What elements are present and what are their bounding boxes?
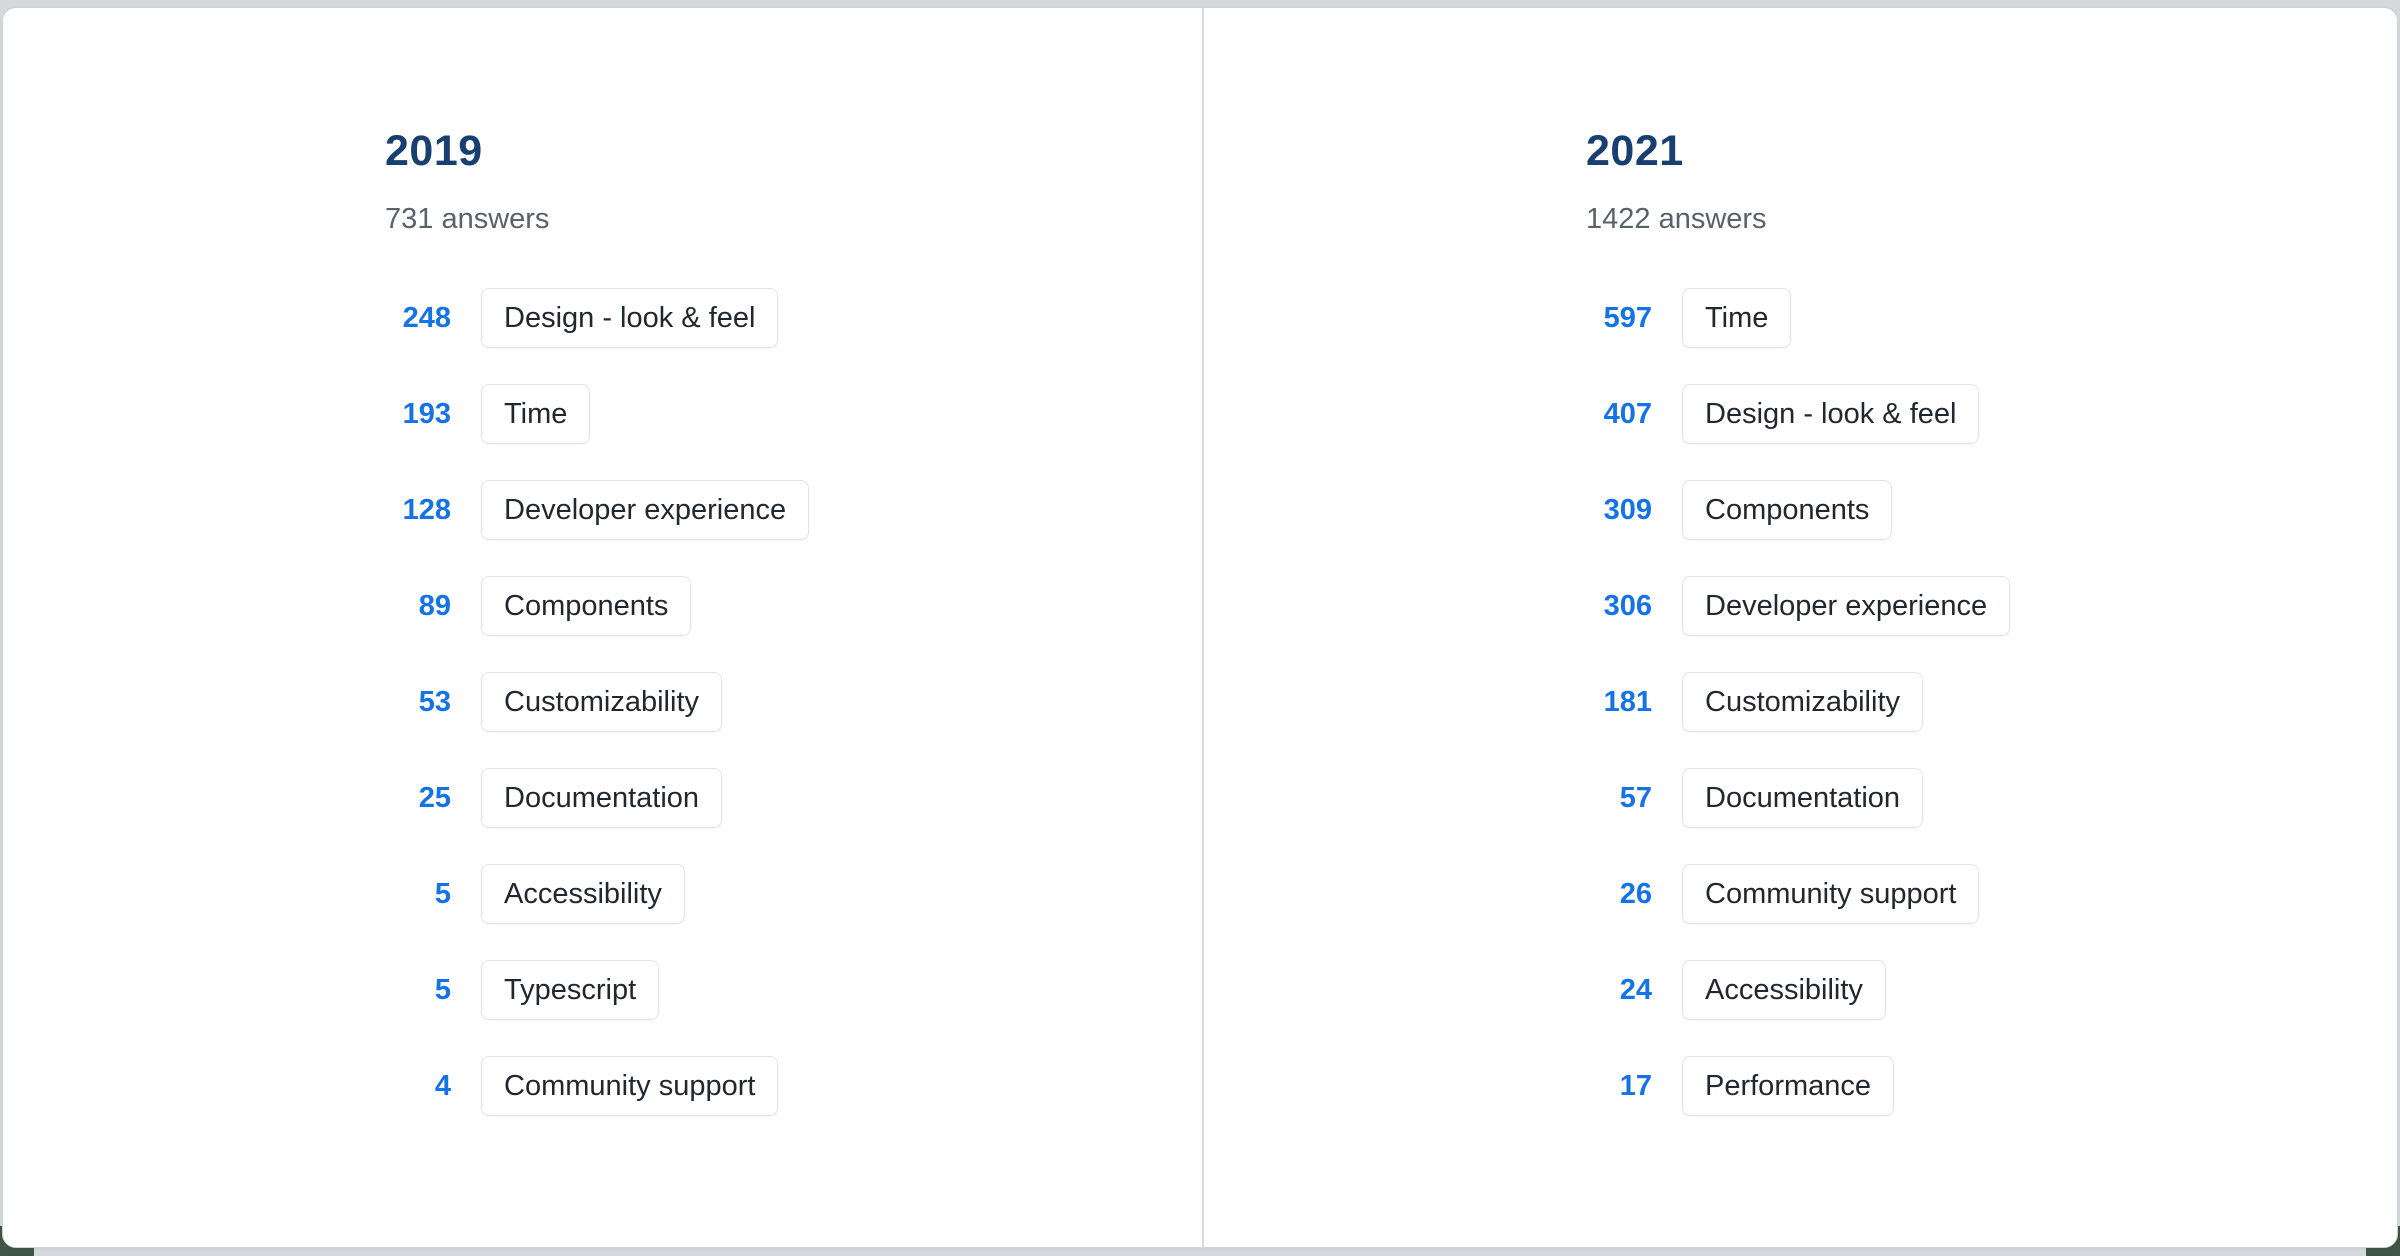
panel-2021: 2021 1422 answers 597 Time 407 Design - … (1204, 8, 2400, 1247)
vote-count: 128 (402, 493, 451, 526)
vote-count: 597 (1603, 301, 1652, 334)
category-chip[interactable]: Developer experience (481, 480, 810, 540)
category-row: 248 Design - look & feel (385, 288, 1201, 348)
category-row: 24 Accessibility (1586, 960, 2400, 1020)
vote-count: 248 (402, 301, 451, 334)
category-chip[interactable]: Community support (1682, 864, 1980, 924)
category-chip[interactable]: Customizability (481, 672, 722, 732)
vote-count: 309 (1603, 493, 1652, 526)
category-chip[interactable]: Customizability (1682, 672, 1923, 732)
panel-2019: 2019 731 answers 248 Design - look & fee… (3, 8, 1201, 1247)
category-chip[interactable]: Community support (481, 1056, 779, 1116)
category-row: 193 Time (385, 384, 1201, 444)
category-chip[interactable]: Components (1682, 480, 1893, 540)
answers-count-2021: 1422 answers (1586, 203, 1767, 235)
category-row: 89 Components (385, 576, 1201, 636)
vote-count: 53 (418, 685, 451, 718)
category-chip[interactable]: Developer experience (1682, 576, 2011, 636)
category-chip[interactable]: Accessibility (1682, 960, 1886, 1020)
category-row: 17 Performance (1586, 1056, 2400, 1116)
vote-count: 5 (434, 973, 451, 1006)
category-row: 407 Design - look & feel (1586, 384, 2400, 444)
year-heading-2019: 2019 (385, 127, 483, 175)
category-chip[interactable]: Documentation (1682, 768, 1924, 828)
category-row: 26 Community support (1586, 864, 2400, 924)
year-heading-2021: 2021 (1586, 127, 1684, 175)
vote-count: 89 (418, 589, 451, 622)
category-row: 53 Customizability (385, 672, 1201, 732)
category-row: 25 Documentation (385, 768, 1201, 828)
category-row: 181 Customizability (1586, 672, 2400, 732)
category-list-2019: 248 Design - look & feel 193 Time 128 De… (385, 288, 1201, 1116)
category-row: 306 Developer experience (1586, 576, 2400, 636)
answers-count-2019: 731 answers (385, 203, 550, 235)
category-chip[interactable]: Time (1682, 288, 1792, 348)
category-chip[interactable]: Components (481, 576, 692, 636)
category-chip[interactable]: Time (481, 384, 591, 444)
category-row: 57 Documentation (1586, 768, 2400, 828)
category-chip[interactable]: Accessibility (481, 864, 685, 924)
vote-count: 24 (1619, 973, 1652, 1006)
vote-count: 306 (1603, 589, 1652, 622)
vote-count: 181 (1603, 685, 1652, 718)
category-row: 309 Components (1586, 480, 2400, 540)
category-row: 597 Time (1586, 288, 2400, 348)
vote-count: 26 (1619, 877, 1652, 910)
category-chip[interactable]: Design - look & feel (481, 288, 779, 348)
category-row: 4 Community support (385, 1056, 1201, 1116)
vote-count: 4 (434, 1069, 451, 1102)
category-chip[interactable]: Typescript (481, 960, 660, 1020)
vote-count: 17 (1619, 1069, 1652, 1102)
vote-count: 25 (418, 781, 451, 814)
category-chip[interactable]: Documentation (481, 768, 723, 828)
vote-count: 193 (402, 397, 451, 430)
category-chip[interactable]: Design - look & feel (1682, 384, 1980, 444)
category-row: 5 Accessibility (385, 864, 1201, 924)
category-row: 128 Developer experience (385, 480, 1201, 540)
vote-count: 5 (434, 877, 451, 910)
category-chip[interactable]: Performance (1682, 1056, 1895, 1116)
category-row: 5 Typescript (385, 960, 1201, 1020)
survey-comparison-card: 2019 731 answers 248 Design - look & fee… (2, 7, 2398, 1248)
vote-count: 57 (1619, 781, 1652, 814)
category-list-2021: 597 Time 407 Design - look & feel 309 Co… (1586, 288, 2400, 1116)
panel-divider (1202, 8, 1204, 1247)
vote-count: 407 (1603, 397, 1652, 430)
